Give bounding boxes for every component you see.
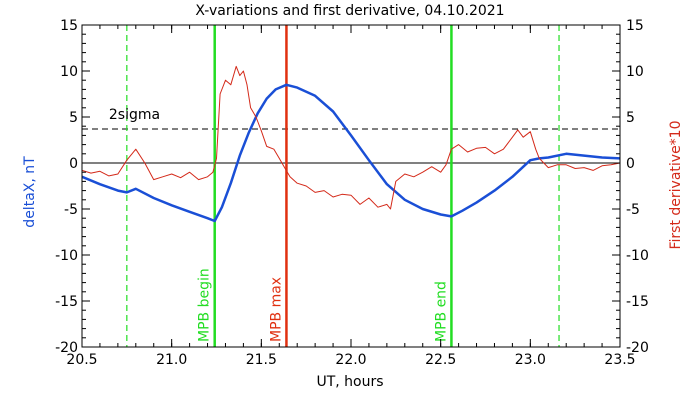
- y-tick-label-right-3: 0: [626, 156, 635, 172]
- y-tick-label-right-6: -15: [626, 294, 649, 310]
- y-tick-label-left-0: 15: [60, 18, 78, 34]
- y-tick-label-left-7: -20: [55, 340, 78, 356]
- x-tick-label-5: 23.0: [515, 352, 546, 368]
- x-tick-label-6: 23.5: [604, 352, 635, 368]
- y-tick-label-right-5: -10: [626, 248, 649, 264]
- y-tick-label-right-7: -20: [626, 340, 649, 356]
- series-line-deltaX: [82, 83, 620, 223]
- plot-frame: [81, 24, 621, 348]
- plot-area: [82, 25, 620, 347]
- chart-title: X-variations and first derivative, 04.10…: [195, 3, 504, 19]
- series-line-derivative: [82, 65, 620, 210]
- x-tick-label-0: 20.5: [66, 352, 97, 368]
- x-tick-label-2: 21.5: [246, 352, 277, 368]
- axes: 20.5 21.0 21.5 22.0 22.5 23.0 23.5 15 10 5 0 -5 -10 -…: [55, 18, 649, 368]
- x-tick-label-1: 21.0: [156, 352, 187, 368]
- y-tick-label-left-5: -10: [55, 248, 78, 264]
- y-axis-label-right: First derivative*10: [668, 120, 684, 249]
- y-tick-label-left-3: 0: [69, 156, 78, 172]
- annotations: 2sigma MPB begin MPB max MPB end: [109, 107, 450, 342]
- x-tick-label-4: 22.5: [425, 352, 456, 368]
- y-tick-label-right-4: -5: [626, 202, 640, 218]
- x-axis-label: UT, hours: [316, 374, 383, 390]
- y-tick-label-left-2: 5: [69, 110, 78, 126]
- y-axis-label-left: deltaX, nT: [22, 156, 38, 228]
- y-tick-label-right-2: 5: [626, 110, 635, 126]
- sigma-label: 2sigma: [109, 107, 160, 123]
- vline-label-2: MPB max: [268, 277, 284, 342]
- y-tick-label-right-0: 15: [626, 18, 644, 34]
- vline-label-3: MPB end: [433, 281, 449, 342]
- x-tick-label-3: 22.0: [335, 352, 366, 368]
- y-tick-label-left-4: -5: [64, 202, 78, 218]
- y-tick-label-left-1: 10: [60, 64, 78, 80]
- y-tick-label-right-1: 10: [626, 64, 644, 80]
- y-tick-label-left-6: -15: [55, 294, 78, 310]
- vline-label-1: MPB begin: [197, 268, 213, 342]
